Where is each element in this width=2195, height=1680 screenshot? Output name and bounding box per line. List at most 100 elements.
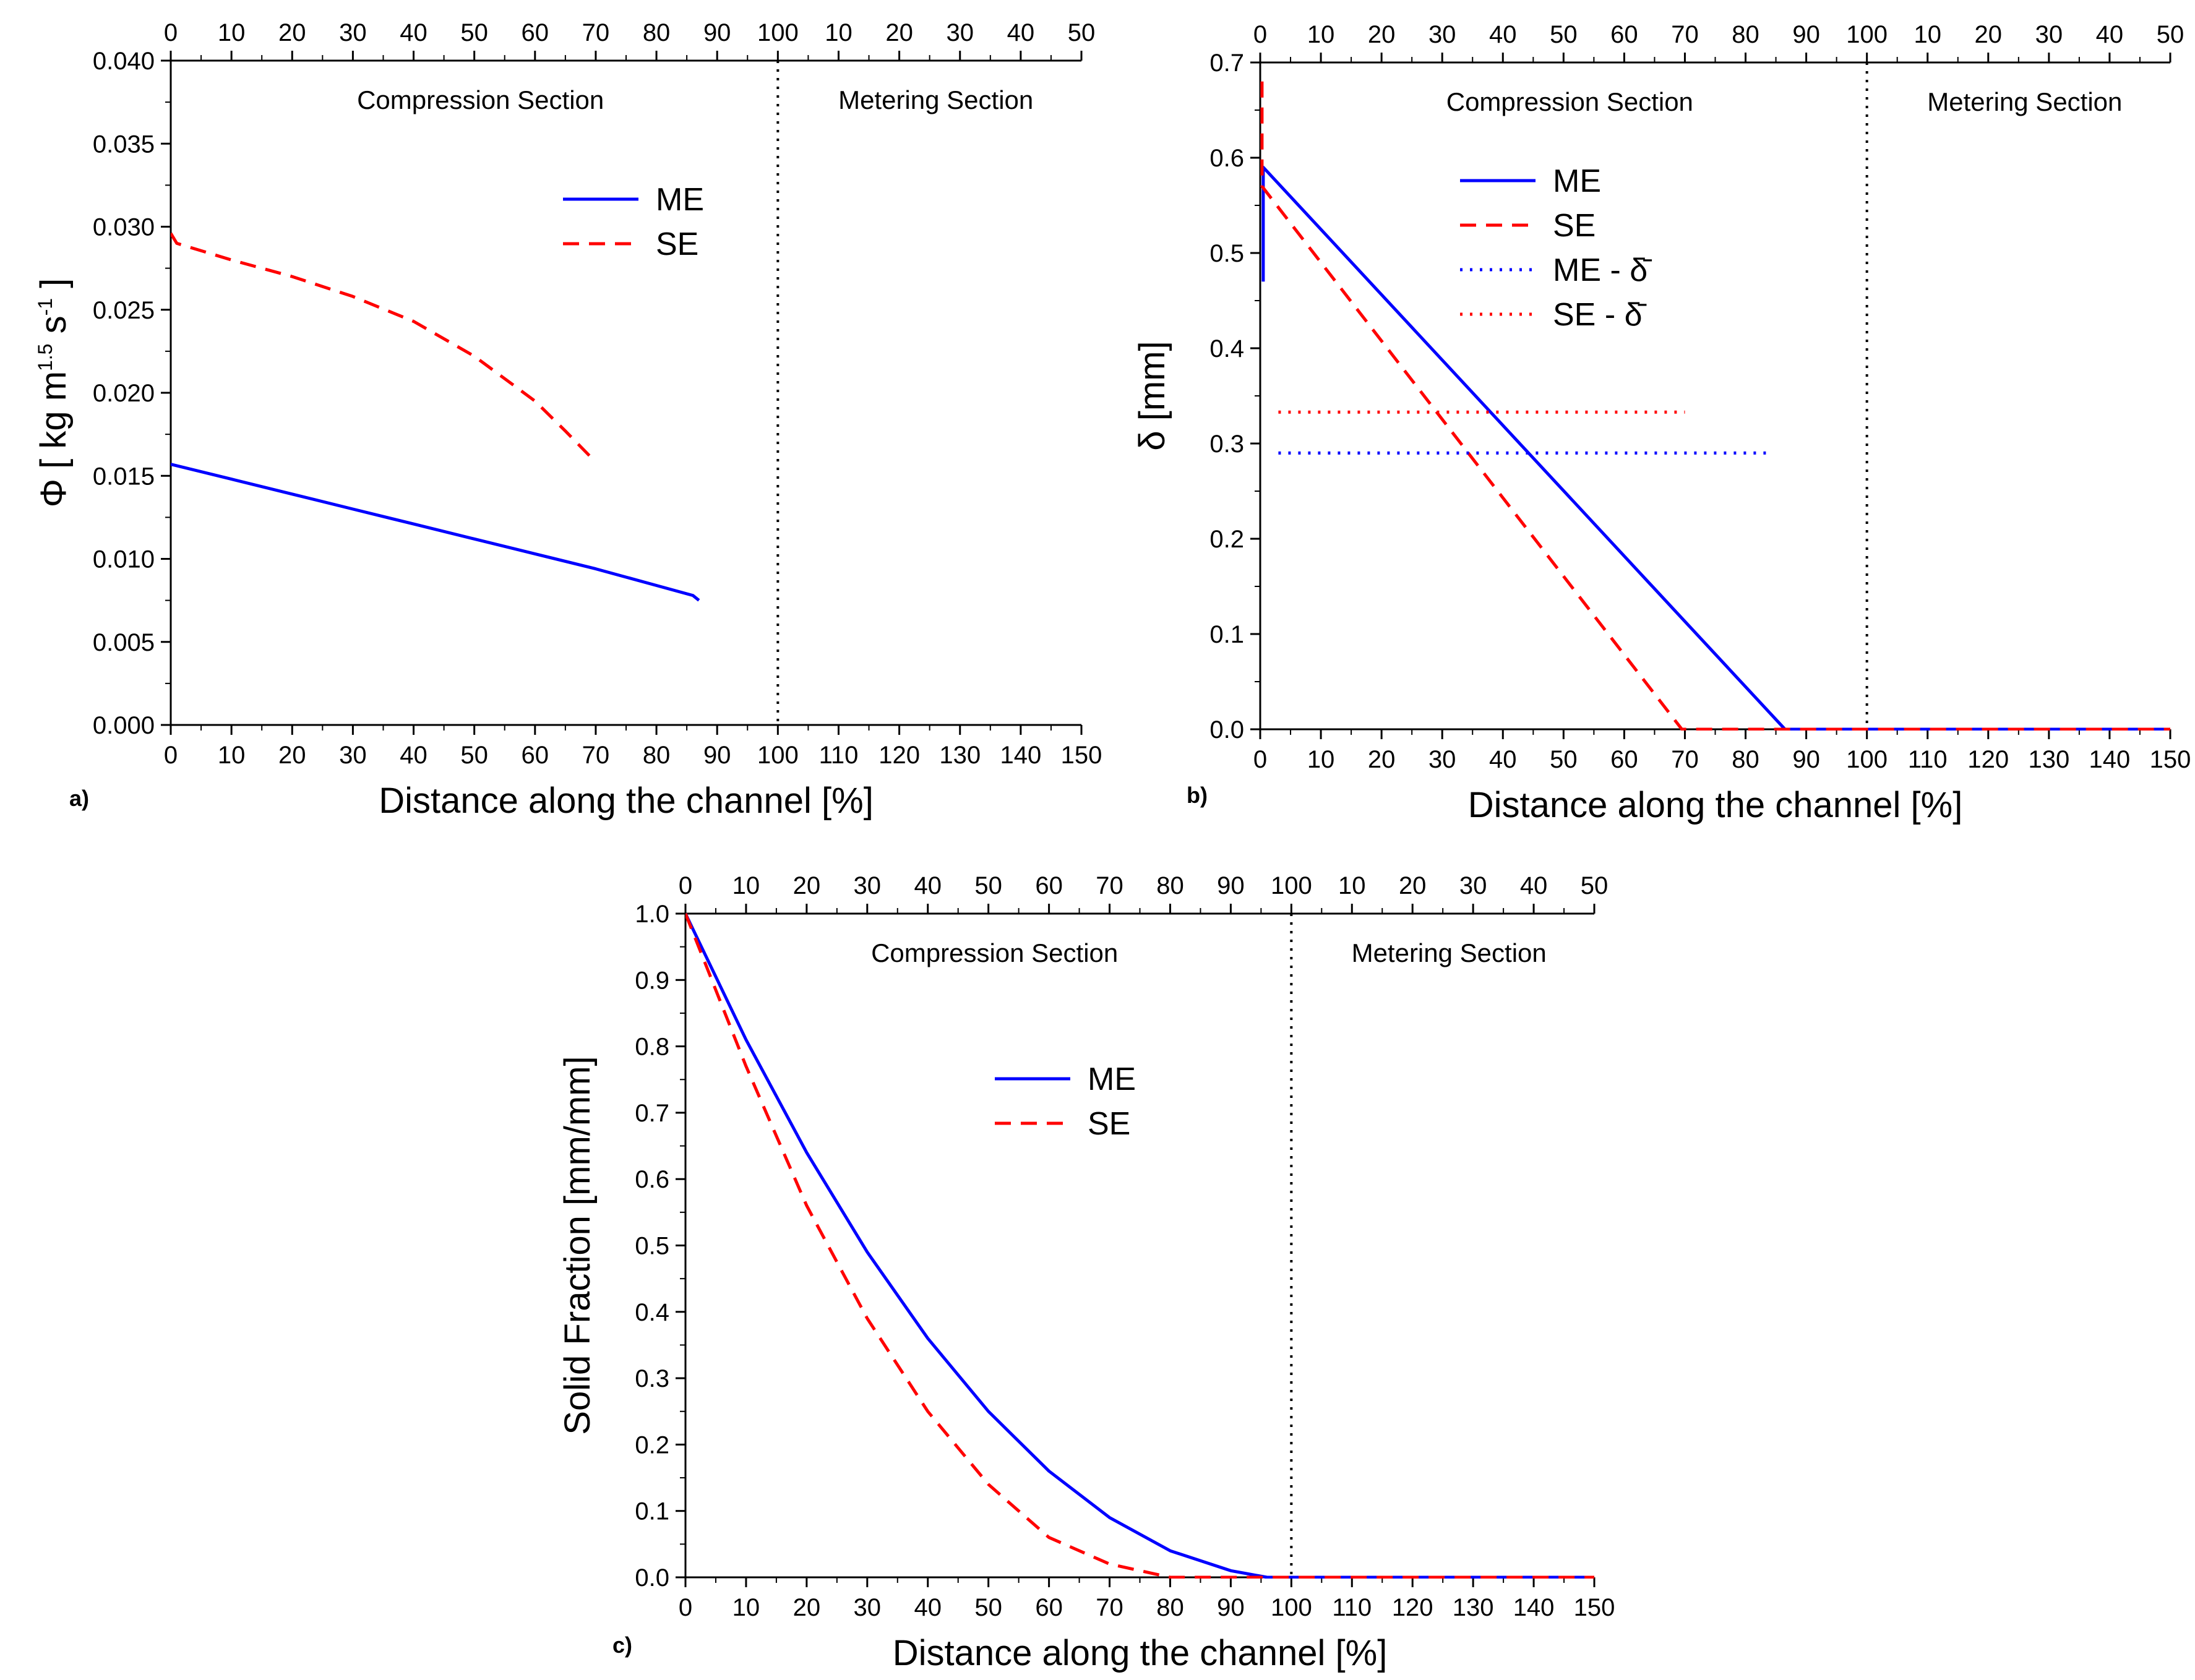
y-tick-label: 0.4 [1209,335,1244,362]
x-tick-label: 140 [1000,742,1041,769]
top-tick-label: 40 [1489,21,1517,48]
y-tick-label: 0.1 [635,1498,669,1525]
panel-letter: c) [612,1632,632,1658]
x-tick-label: 150 [1574,1594,1615,1621]
x-tick-label: 120 [1392,1594,1433,1621]
chart-panel-3: 0 10 20 30 40 50 60 70 80 90 100 110 120 130 140 150 0 10… [557,872,1615,1673]
x-tick-label: 40 [914,1594,942,1621]
top-tick-label: 10 [732,872,760,899]
top-tick-label: 80 [643,19,671,46]
y-tick-label: 0.015 [93,463,155,490]
y-tick-label: 0.6 [1209,145,1244,172]
y-tick-label: 0.4 [635,1299,669,1326]
y-tick-label: 0.025 [93,297,155,324]
x-tick-label: 0 [1253,746,1267,773]
x-tick-label: 30 [854,1594,882,1621]
x-tick-label: 150 [2150,746,2191,773]
top-tick-label: 90 [1217,872,1245,899]
x-tick-label: 90 [703,742,731,769]
x-tick-label: 110 [1332,1594,1372,1621]
x-tick-label: 90 [1792,746,1820,773]
x-tick-label: 30 [339,742,367,769]
y-tick-label: 0.2 [1209,526,1244,553]
metering-section-label: Metering Section [1352,938,1547,967]
series-line-se [685,913,1594,1579]
top-tick-label: 20 [1368,21,1396,48]
x-tick-label: 130 [2028,746,2069,773]
x-tick-label: 20 [1368,746,1396,773]
y-tick-label: 0.010 [93,546,155,573]
top-tick-label: 20 [278,19,306,46]
y-tick-label: 0.040 [93,48,155,75]
top-tick-label: 30 [854,872,882,899]
x-tick-label: 10 [1307,746,1335,773]
y-tick-label: 0.020 [93,380,155,407]
top-tick-label: 30 [1459,872,1487,899]
top-tick-label: 10 [1914,21,1941,48]
metering-section-label: Metering Section [1927,87,2122,116]
x-tick-label: 140 [1513,1594,1555,1621]
chart-panel-1: 0 10 20 30 40 50 60 70 80 90 100 110 120 130 140 150 0 10… [33,19,1102,821]
top-tick-label: 60 [522,19,549,46]
x-tick-label: 100 [757,742,799,769]
x-tick-label: 70 [1096,1594,1123,1621]
x-tick-label: 80 [1156,1594,1184,1621]
legend-label: SE - δ̄ [1553,297,1647,333]
x-axis-title: Distance along the channel [%] [893,1633,1388,1673]
y-tick-label: 0.005 [93,629,155,656]
panel-letter: a) [69,786,89,811]
x-tick-label: 140 [2089,746,2131,773]
metering-section-label: Metering Section [838,85,1033,114]
y-tick-label: 0.9 [635,967,669,994]
x-tick-label: 50 [460,742,488,769]
top-tick-label: 60 [1610,21,1638,48]
y-axis-title-part: s [33,315,74,343]
top-tick-label: 0 [679,872,692,899]
x-tick-label: 60 [1035,1594,1063,1621]
top-tick-label: 30 [946,19,974,46]
top-tick-label: 60 [1035,872,1063,899]
y-tick-label: 0.030 [93,214,155,241]
x-tick-label: 20 [278,742,306,769]
legend-label: SE [1553,208,1596,244]
y-axis-title: Φ [ kg m1.5 s-1 ] [33,278,74,508]
x-tick-label: 70 [1671,746,1699,773]
x-axis-title: Distance along the channel [%] [1468,785,1963,825]
y-tick-label: 0.000 [93,712,155,739]
x-tick-label: 10 [732,1594,760,1621]
y-tick-label: 0.2 [635,1431,669,1459]
y-axis-title: Solid Fraction [mm/mm] [557,1056,598,1434]
top-tick-label: 90 [1792,21,1820,48]
top-tick-label: 70 [1096,872,1123,899]
top-tick-label: 100 [757,19,799,46]
x-axis-title: Distance along the channel [%] [379,781,874,821]
x-tick-label: 60 [1610,746,1638,773]
x-tick-label: 110 [819,742,859,769]
y-tick-label: 0.5 [635,1233,669,1260]
x-tick-label: 50 [1550,746,1578,773]
top-tick-label: 0 [1253,21,1267,48]
y-tick-label: 0.1 [1209,621,1244,648]
top-tick-label: 20 [1399,872,1427,899]
legend: ME SE ME - δ̄ SE - δ̄ [1460,163,1652,333]
y-tick-label: 0.0 [635,1564,669,1592]
legend-label: ME - δ̄ [1553,252,1652,288]
y-tick-label: 0.5 [1209,240,1244,267]
y-tick-label: 1.0 [635,901,669,928]
x-tick-label: 40 [400,742,427,769]
series-line-me [171,463,700,602]
y-axis-title: δ [mm] [1132,341,1172,450]
y-tick-label: 0.3 [635,1365,669,1392]
series-line-se [171,232,591,457]
x-tick-label: 0 [679,1594,692,1621]
top-tick-label: 40 [1007,19,1035,46]
top-tick-label: 50 [974,872,1002,899]
series-line-me [1261,165,2170,731]
top-tick-label: 20 [1975,21,2003,48]
top-tick-label: 80 [1156,872,1184,899]
chart-panel-2: 0 10 20 30 40 50 60 70 80 90 100 110 120 130 140 150 0 10… [1132,21,2191,825]
compression-section-label: Compression Section [357,85,604,114]
top-tick-label: 50 [1068,19,1096,46]
y-tick-label: 0.7 [635,1100,669,1127]
x-tick-label: 130 [1453,1594,1494,1621]
